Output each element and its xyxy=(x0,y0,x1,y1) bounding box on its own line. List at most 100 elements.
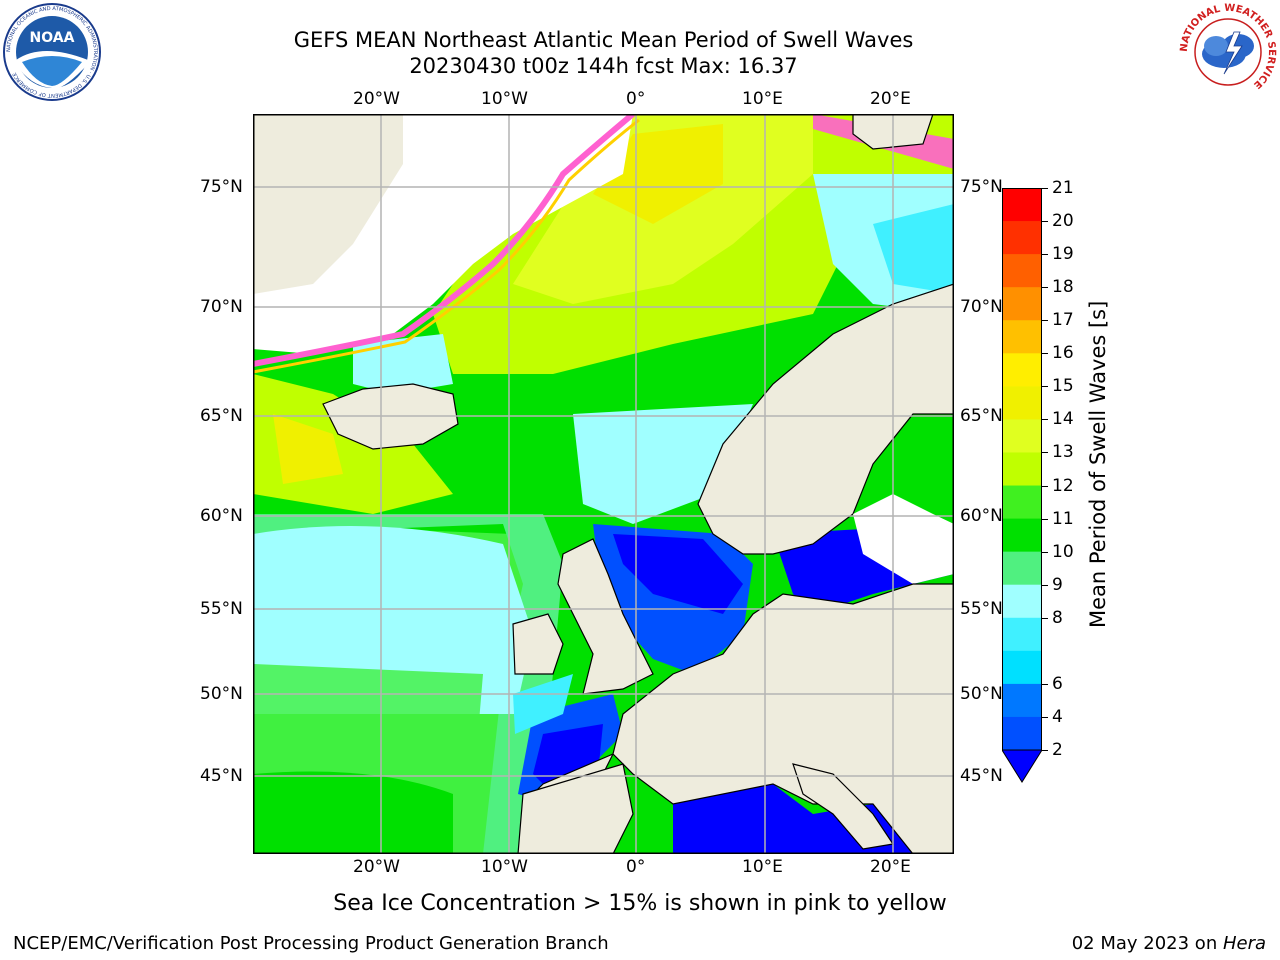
colorbar-tick-label: 6 xyxy=(1052,673,1063,694)
lon-label-top-0: 0° xyxy=(626,89,646,109)
lon-label-bottom-0: 0° xyxy=(626,857,646,877)
lon-label-bottom-20w: 20°W xyxy=(353,857,400,877)
colorbar-segment xyxy=(1002,188,1042,222)
colorbar-tick-mark xyxy=(1042,617,1048,619)
colorbar-ticks: 2 4 6 8 9 10 11 12 13 14 15 16 17 18 19 20 21 xyxy=(1042,178,1084,783)
footer-date-text: 02 May 2023 on xyxy=(1071,933,1223,954)
colorbar-svg xyxy=(1001,188,1043,783)
colorbar-segment xyxy=(1002,254,1042,288)
lat-label-left-75n: 75°N xyxy=(200,177,243,197)
lon-label-bottom-10w: 10°W xyxy=(481,857,528,877)
colorbar-segment xyxy=(1002,617,1042,652)
sea-ice-edge-yellow xyxy=(252,118,640,374)
colorbar-tick-label: 9 xyxy=(1052,574,1063,595)
colorbar-segment xyxy=(1002,452,1042,487)
colorbar-tick-label: 11 xyxy=(1052,508,1074,529)
scandinavia-land xyxy=(697,283,955,555)
lon-label-bottom-10e: 10°E xyxy=(742,857,783,877)
colorbar-segment xyxy=(1002,683,1042,718)
lon-label-top-20e: 20°E xyxy=(870,89,911,109)
colorbar-tick-mark xyxy=(1042,353,1048,355)
colorbar-tick-label: 14 xyxy=(1052,409,1074,430)
lat-label-right-50n: 50°N xyxy=(960,684,1003,704)
colorbar-tick-mark xyxy=(1042,518,1048,520)
colorbar-segment xyxy=(1002,485,1042,520)
lat-label-right-60n: 60°N xyxy=(960,506,1003,526)
colorbar-segment xyxy=(1002,320,1042,354)
colorbar-tick-mark xyxy=(1042,188,1048,189)
colorbar-tick-mark xyxy=(1042,320,1048,322)
colorbar-tick-label: 12 xyxy=(1052,475,1074,496)
colorbar-segment xyxy=(1002,287,1042,321)
colorbar-tick-mark xyxy=(1042,221,1048,223)
lon-label-top-10e: 10°E xyxy=(742,89,783,109)
lat-label-left-50n: 50°N xyxy=(200,684,243,704)
sea-ice-note: Sea Ice Concentration > 15% is shown in … xyxy=(333,891,947,916)
lat-label-right-70n: 70°N xyxy=(960,297,1003,317)
colorbar-tick-label: 13 xyxy=(1052,442,1074,463)
colorbar-tick-label: 10 xyxy=(1052,541,1074,562)
lon-label-bottom-20e: 20°E xyxy=(870,857,911,877)
lat-label-left-65n: 65°N xyxy=(200,406,243,426)
colorbar-tick-label: 4 xyxy=(1052,706,1063,727)
colorbar-segment xyxy=(1002,551,1042,586)
colorbar-tick-label: 18 xyxy=(1052,277,1074,298)
lat-label-right-55n: 55°N xyxy=(960,599,1003,619)
map-panel xyxy=(252,111,955,855)
colorbar-segment xyxy=(1002,650,1042,685)
lat-label-left-55n: 55°N xyxy=(200,599,243,619)
lat-label-left-45n: 45°N xyxy=(200,766,243,786)
swell-period-map xyxy=(252,111,955,855)
iberia-land xyxy=(517,763,634,855)
colorbar-tick-label: 15 xyxy=(1052,376,1074,397)
lat-label-right-45n: 45°N xyxy=(960,766,1003,786)
lon-label-top-10w: 10°W xyxy=(481,89,528,109)
colorbar-tick-label: 2 xyxy=(1052,740,1063,760)
sea-ice-edge xyxy=(252,111,635,367)
map-title-line2: 20230430 t00z 144h fcst Max: 16.37 xyxy=(409,54,798,78)
nws-logo: NATIONAL WEATHER SERVICE xyxy=(1178,2,1278,102)
swell-band-8s-west xyxy=(253,526,533,714)
colorbar-tick-mark xyxy=(1042,683,1048,685)
graticule xyxy=(253,114,954,854)
colorbar-tick-label: 21 xyxy=(1052,178,1074,198)
colorbar-tick-mark xyxy=(1042,419,1048,421)
colorbar-segment xyxy=(1002,353,1042,387)
colorbar-outline xyxy=(1002,188,1042,751)
colorbar-segment xyxy=(1002,716,1042,751)
noaa-logo: NOAA NATIONAL OCEANIC AND ATMOSPHERIC AD… xyxy=(2,2,102,102)
colorbar-under-arrow xyxy=(1001,749,1043,783)
colorbar-segment xyxy=(1002,584,1042,619)
colorbar-tick-mark xyxy=(1042,287,1048,289)
footer-machine: Hera xyxy=(1222,933,1266,954)
colorbar-tick-label: 17 xyxy=(1052,310,1074,331)
greenland-land xyxy=(253,114,403,294)
lat-label-left-60n: 60°N xyxy=(200,506,243,526)
colorbar-tick-label: 19 xyxy=(1052,244,1074,265)
colorbar xyxy=(1001,188,1043,783)
lat-label-right-75n: 75°N xyxy=(960,177,1003,197)
colorbar-tick-mark xyxy=(1042,254,1048,256)
swell-band-below2-northsea xyxy=(613,534,743,614)
italy-land xyxy=(792,763,895,850)
map-title-line1: GEFS MEAN Northeast Atlantic Mean Period… xyxy=(293,28,914,52)
swell-band-11s-sw xyxy=(253,771,453,854)
footer-credit: NCEP/EMC/Verification Post Processing Pr… xyxy=(13,933,609,954)
svg-text:NOAA: NOAA xyxy=(30,30,75,46)
colorbar-tick-label: 20 xyxy=(1052,211,1074,232)
colorbar-tick-mark xyxy=(1042,716,1048,718)
colorbar-tick-mark xyxy=(1042,386,1048,388)
colorbar-segment xyxy=(1002,518,1042,553)
colorbar-segment xyxy=(1002,386,1042,420)
colorbar-tick-mark xyxy=(1042,551,1048,553)
map-frame xyxy=(253,114,954,854)
colorbar-tick-mark xyxy=(1042,452,1048,454)
colorbar-title: Mean Period of Swell Waves [s] xyxy=(1086,300,1110,628)
colorbar-tick-mark xyxy=(1042,485,1048,487)
colorbar-tick-mark xyxy=(1042,584,1048,586)
lon-label-top-20w: 20°W xyxy=(353,89,400,109)
colorbar-tick-mark xyxy=(1042,750,1048,751)
colorbar-segment xyxy=(1002,221,1042,255)
colorbar-segment xyxy=(1002,419,1042,453)
ireland-land xyxy=(512,613,564,675)
